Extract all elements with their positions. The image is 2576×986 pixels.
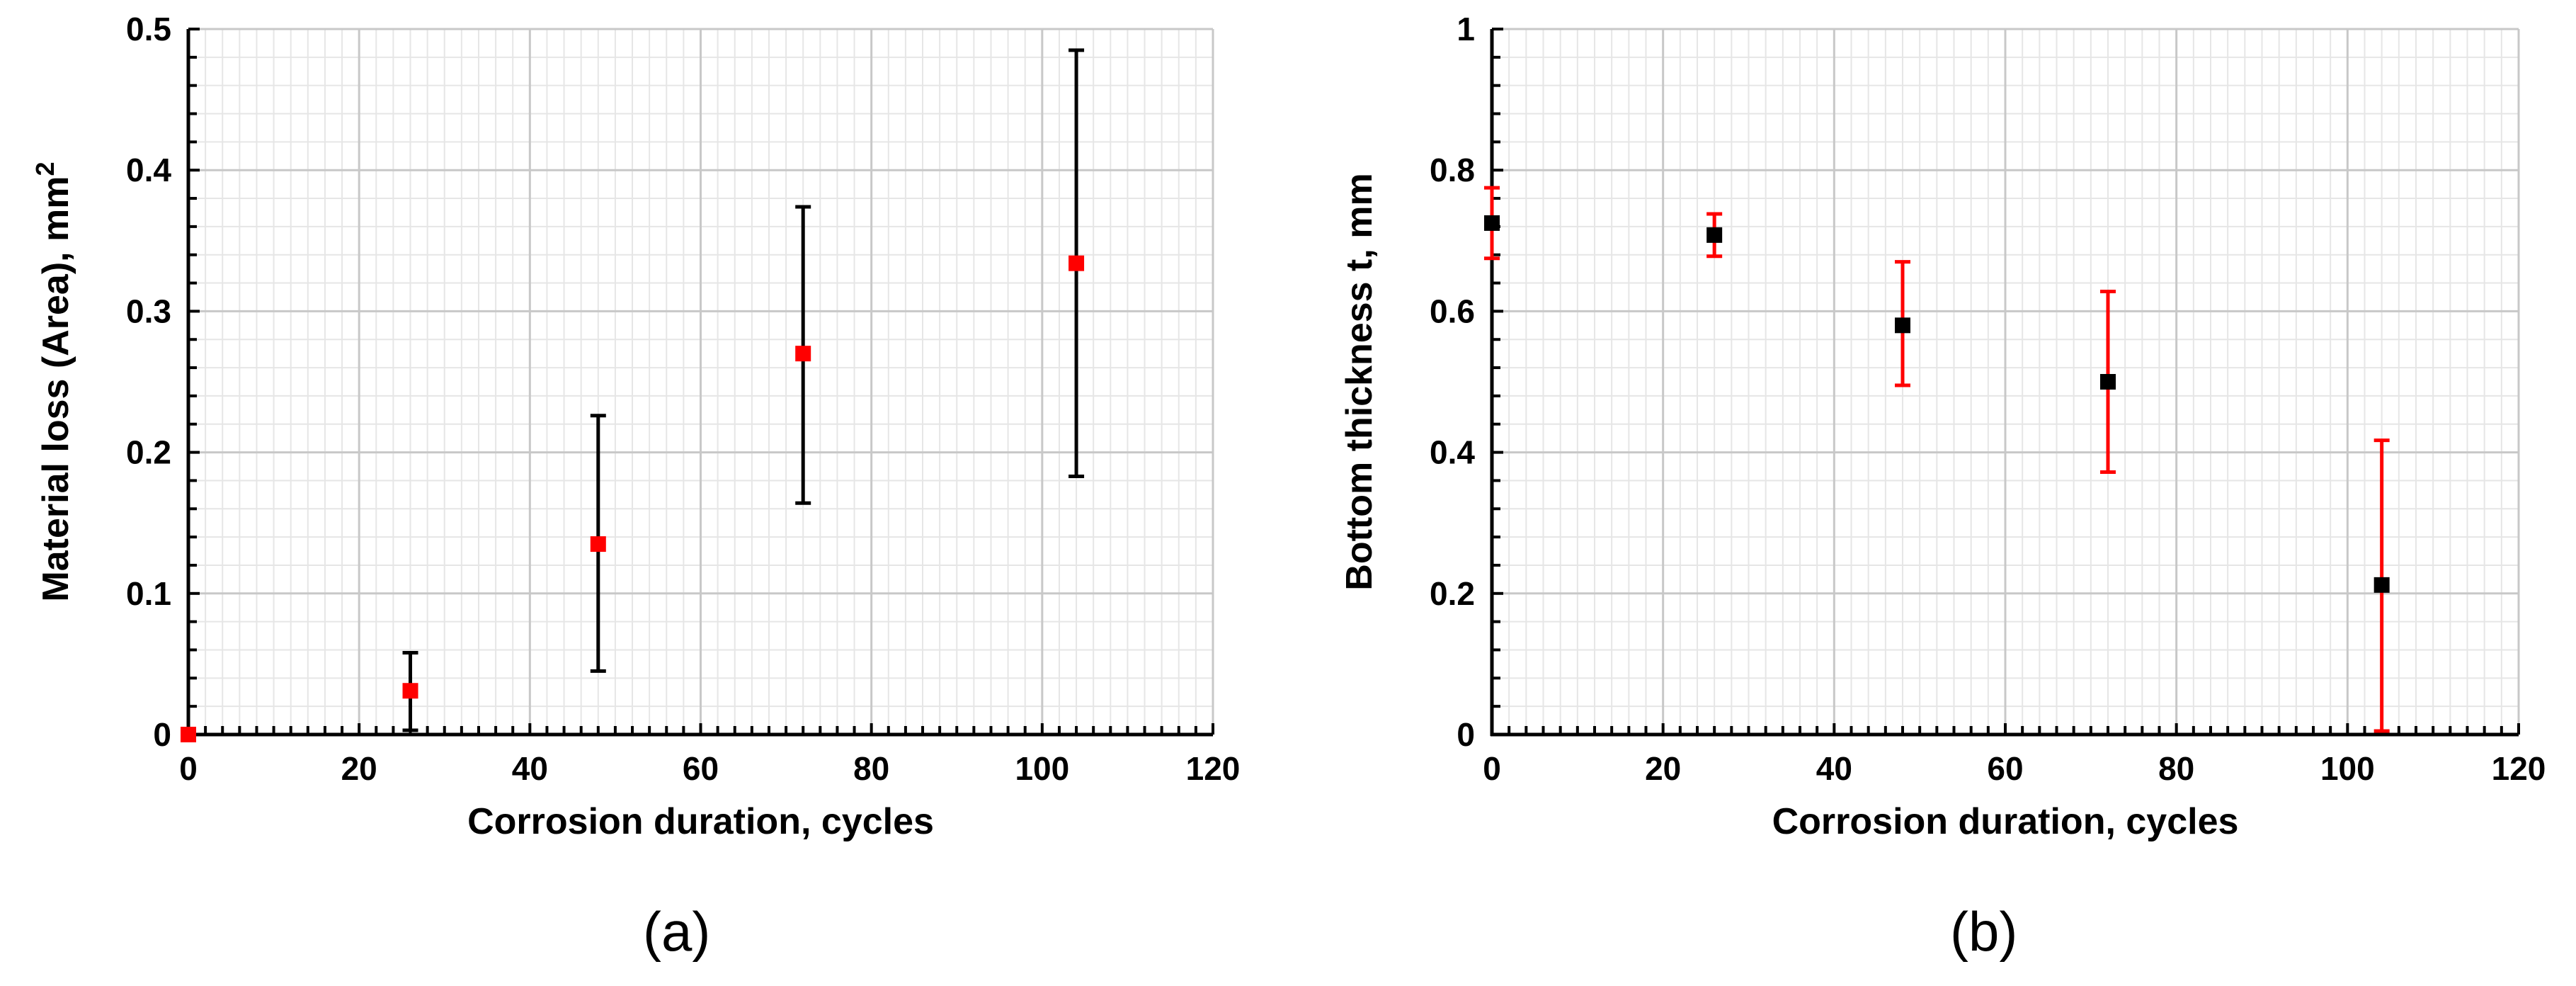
chart-b-svg: 0 20 40 60 80 100 120 0 0.2 0.4 0.6 0.8 1 Corrosion d…: [1339, 11, 2546, 842]
x-tick-label: 120: [1186, 750, 1241, 787]
chart-a-svg: 0 20 40 60 80 100 120 0 0.1 0.2 0.3 0.4 0.5 Corrosion…: [30, 11, 1241, 842]
data-point: [181, 727, 196, 742]
y-tick-label: 1: [1457, 11, 1475, 47]
y-tick-label: 0.4: [1430, 434, 1475, 471]
y-tick-label: 0: [153, 716, 171, 753]
data-point: [1068, 255, 1085, 271]
data-point: [402, 683, 418, 699]
y-tick-label: 0: [1457, 716, 1475, 753]
x-axis-title: Corrosion duration, cycles: [1772, 801, 2239, 842]
panel-label-b: (b): [1950, 900, 2018, 963]
x-tick-label: 40: [1816, 750, 1852, 787]
data-point: [2373, 577, 2390, 593]
x-tick-label: 60: [683, 750, 719, 787]
data-point: [1895, 317, 1910, 334]
y-tick-label: 0.5: [126, 11, 171, 47]
x-tick-label: 100: [1015, 750, 1069, 787]
data-point: [2100, 374, 2116, 390]
x-tick-label: 80: [853, 750, 889, 787]
data-point: [1484, 215, 1500, 231]
y-tick-label: 0.6: [1430, 293, 1475, 329]
x-tick-label: 0: [179, 750, 198, 787]
x-tick-label: 40: [512, 750, 548, 787]
major-grid: [1492, 28, 2520, 735]
data-point: [1706, 227, 1723, 243]
y-axis-title: Bottom thickness t, mm: [1339, 173, 1380, 590]
chart-panel-a: 0 20 40 60 80 100 120 0 0.1 0.2 0.3 0.4 0.5 Corrosion…: [30, 11, 1241, 963]
y-axis-title: Material loss (Area), mm2: [30, 162, 76, 601]
y-tick-label: 0.2: [126, 434, 171, 471]
x-tick-label: 20: [1645, 750, 1681, 787]
y-tick-label: 0.2: [1430, 575, 1475, 612]
y-tick-label: 0.3: [126, 293, 171, 329]
x-tick-label: 60: [1987, 750, 2023, 787]
x-tick-label: 0: [1483, 750, 1501, 787]
y-tick-label: 0.1: [126, 575, 171, 612]
x-axis-title: Corrosion duration, cycles: [467, 801, 934, 842]
x-tick-label: 100: [2320, 750, 2375, 787]
x-tick-label: 20: [341, 750, 377, 787]
chart-panel-b: 0 20 40 60 80 100 120 0 0.2 0.4 0.6 0.8 1 Corrosion d…: [1288, 0, 2576, 986]
data-point: [590, 536, 606, 552]
major-grid: [188, 28, 1214, 735]
x-tick-label: 120: [2492, 750, 2546, 787]
data-point: [795, 346, 811, 362]
x-tick-label: 80: [2158, 750, 2194, 787]
y-tick-label: 0.8: [1430, 152, 1475, 188]
y-tick-label: 0.4: [126, 152, 171, 188]
panel-label-a: (a): [643, 900, 711, 963]
